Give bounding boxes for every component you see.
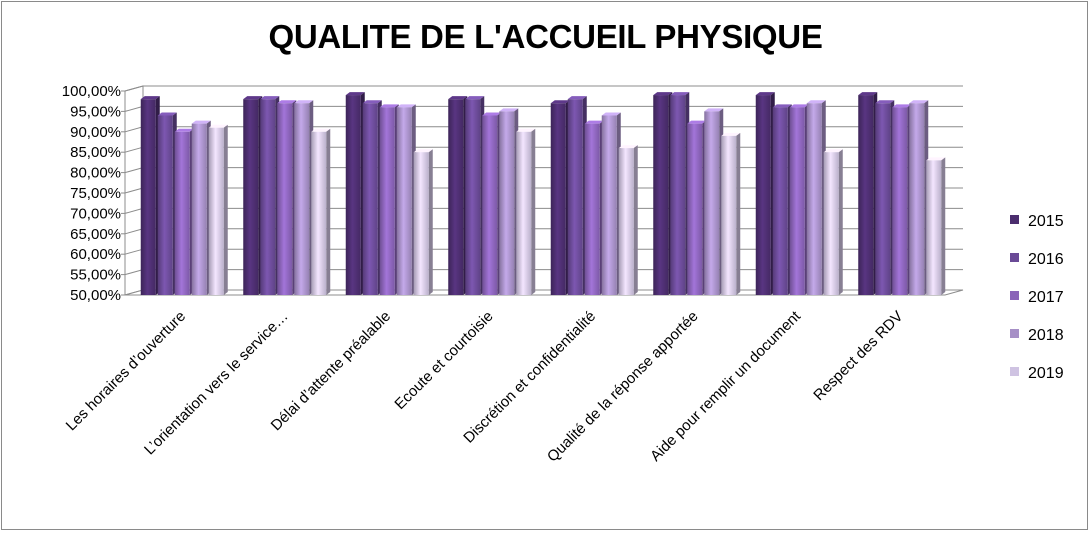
bar <box>379 104 399 295</box>
y-tick-label: 55,00% <box>70 267 121 284</box>
legend-swatch <box>1010 253 1019 262</box>
bar <box>362 100 382 296</box>
bar <box>704 108 724 296</box>
bar <box>396 104 416 295</box>
y-tick-label: 80,00% <box>70 165 121 182</box>
bar <box>311 128 331 295</box>
bar <box>482 112 502 295</box>
bar <box>413 149 433 295</box>
legend-swatch <box>1010 291 1019 300</box>
bar <box>208 124 228 295</box>
chart-title: QUALITE DE L'ACCUEIL PHYSIQUE <box>268 18 823 55</box>
bar <box>653 92 673 295</box>
bar <box>345 92 365 295</box>
legend-label: 2016 <box>1028 251 1064 268</box>
bar <box>260 96 280 295</box>
legend-label: 2015 <box>1028 213 1064 230</box>
legend-label: 2017 <box>1028 289 1064 306</box>
bar <box>789 104 809 295</box>
bar <box>140 96 160 295</box>
y-tick-label: 75,00% <box>70 185 121 202</box>
bar <box>806 100 826 296</box>
bar <box>909 100 929 296</box>
bar <box>294 100 314 296</box>
bar <box>191 120 211 295</box>
bar <box>465 96 485 295</box>
x-category-label: Les horaires d’ouverture <box>63 308 189 434</box>
bar <box>755 92 775 295</box>
y-tick-label: 65,00% <box>70 226 121 243</box>
bar <box>550 100 570 296</box>
bar <box>277 100 297 296</box>
y-tick-label: 85,00% <box>70 144 121 161</box>
x-category-label: Ecoute et courtoisie <box>391 308 496 413</box>
y-tick-label: 100,00% <box>62 83 121 100</box>
y-tick-label: 50,00% <box>70 287 121 304</box>
bar <box>157 112 177 295</box>
bar <box>567 96 587 295</box>
bar <box>721 132 741 295</box>
x-category-label: Respect des RDV <box>810 308 906 404</box>
y-tick-label: 70,00% <box>70 205 121 222</box>
legend-label: 2018 <box>1028 327 1064 344</box>
bar <box>618 145 638 295</box>
y-tick-label: 95,00% <box>70 103 121 120</box>
bar-layer <box>140 92 946 296</box>
legend-swatch <box>1010 329 1019 338</box>
y-tick-label: 90,00% <box>70 124 121 141</box>
bar <box>858 92 878 295</box>
y-tick-label: 60,00% <box>70 246 121 263</box>
bar <box>687 120 707 295</box>
bar <box>499 108 519 296</box>
legend-label: 2019 <box>1028 365 1064 382</box>
bar <box>601 112 621 295</box>
bar <box>174 128 194 295</box>
bar <box>516 128 536 295</box>
legend-swatch <box>1010 367 1019 376</box>
gridline <box>124 85 963 92</box>
bar <box>670 92 690 295</box>
legend: 2015 2016 2017 2018 2019 <box>1010 213 1064 382</box>
x-category-label: Délai d’attente préalable <box>268 308 394 434</box>
bar <box>448 96 468 295</box>
bar <box>584 120 604 295</box>
bar <box>892 104 912 295</box>
bar <box>875 100 895 296</box>
bar <box>823 149 843 295</box>
bar <box>926 157 946 295</box>
bar <box>243 96 263 295</box>
bar <box>772 104 792 295</box>
legend-swatch <box>1010 215 1019 224</box>
